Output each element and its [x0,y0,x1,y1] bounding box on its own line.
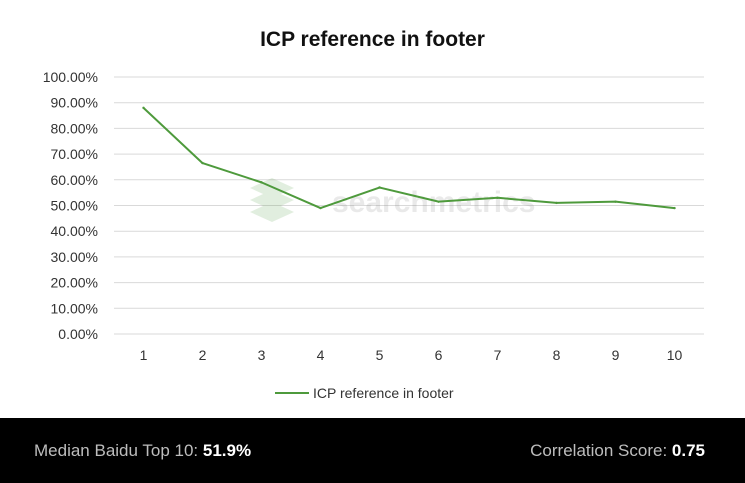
median-value: 51.9% [202,441,252,460]
x-tick-label: 10 [667,347,683,363]
searchmetrics-watermark: searchmetrics [250,178,535,222]
y-tick-label: 90.00% [51,95,98,111]
y-tick-label: 80.00% [51,120,98,136]
watermark-text: searchmetrics [332,186,535,219]
x-tick-label: 7 [494,347,502,363]
y-axis-ticks: 0.00% 10.00% 20.00% 30.00% 40.00% 50.00% 60.00… [43,69,98,342]
x-tick-label: 4 [317,347,325,363]
y-tick-label: 0.00% [58,326,98,342]
y-tick-label: 30.00% [51,249,98,265]
x-tick-label: 2 [199,347,207,363]
x-tick-label: 3 [258,347,266,363]
searchmetrics-logo-icon [250,178,294,222]
y-tick-label: 20.00% [51,275,98,291]
data-point [673,206,676,210]
chart-area: ICP reference in footer searchmetrics 0.… [42,28,704,401]
footer-bar: Median Baidu Top 10: 51.9% Correlation S… [0,418,745,483]
grid-lines [114,76,704,335]
median-stat: Median Baidu Top 10: 51.9% [34,441,251,461]
data-point [260,181,263,184]
data-point [378,186,381,189]
y-tick-label: 10.00% [51,300,98,316]
x-tick-label: 9 [612,347,620,363]
series-line [142,107,675,210]
data-point [437,200,440,203]
data-point [555,201,558,205]
x-tick-label: 1 [140,347,148,363]
y-tick-label: 40.00% [51,223,98,239]
y-tick-label: 50.00% [51,198,98,214]
data-point [142,106,145,110]
series-layer [142,106,676,210]
x-tick-label: 5 [376,347,384,363]
x-axis-ticks: 1 2 3 4 5 6 7 8 9 10 [140,347,683,363]
correlation-stat: Correlation Score: 0.75 [530,441,705,461]
data-point [496,196,499,199]
y-tick-label: 100.00% [43,69,98,85]
legend-label: ICP reference in footer [313,385,454,401]
chart-title: ICP reference in footer [260,28,485,51]
y-tick-label: 70.00% [51,146,98,162]
median-label: Median Baidu Top 10: [34,441,199,460]
data-point [319,206,322,210]
correlation-value: 0.75 [671,441,705,460]
y-tick-label: 60.00% [51,172,98,188]
x-tick-label: 6 [435,347,443,363]
legend: ICP reference in footer [275,385,454,401]
line-chart: searchmetrics 0.00%10.00%20.00%30.00%40.… [43,69,704,401]
data-point [201,161,204,165]
data-point [614,200,617,203]
x-tick-label: 8 [553,347,561,363]
correlation-label: Correlation Score: [530,441,668,460]
